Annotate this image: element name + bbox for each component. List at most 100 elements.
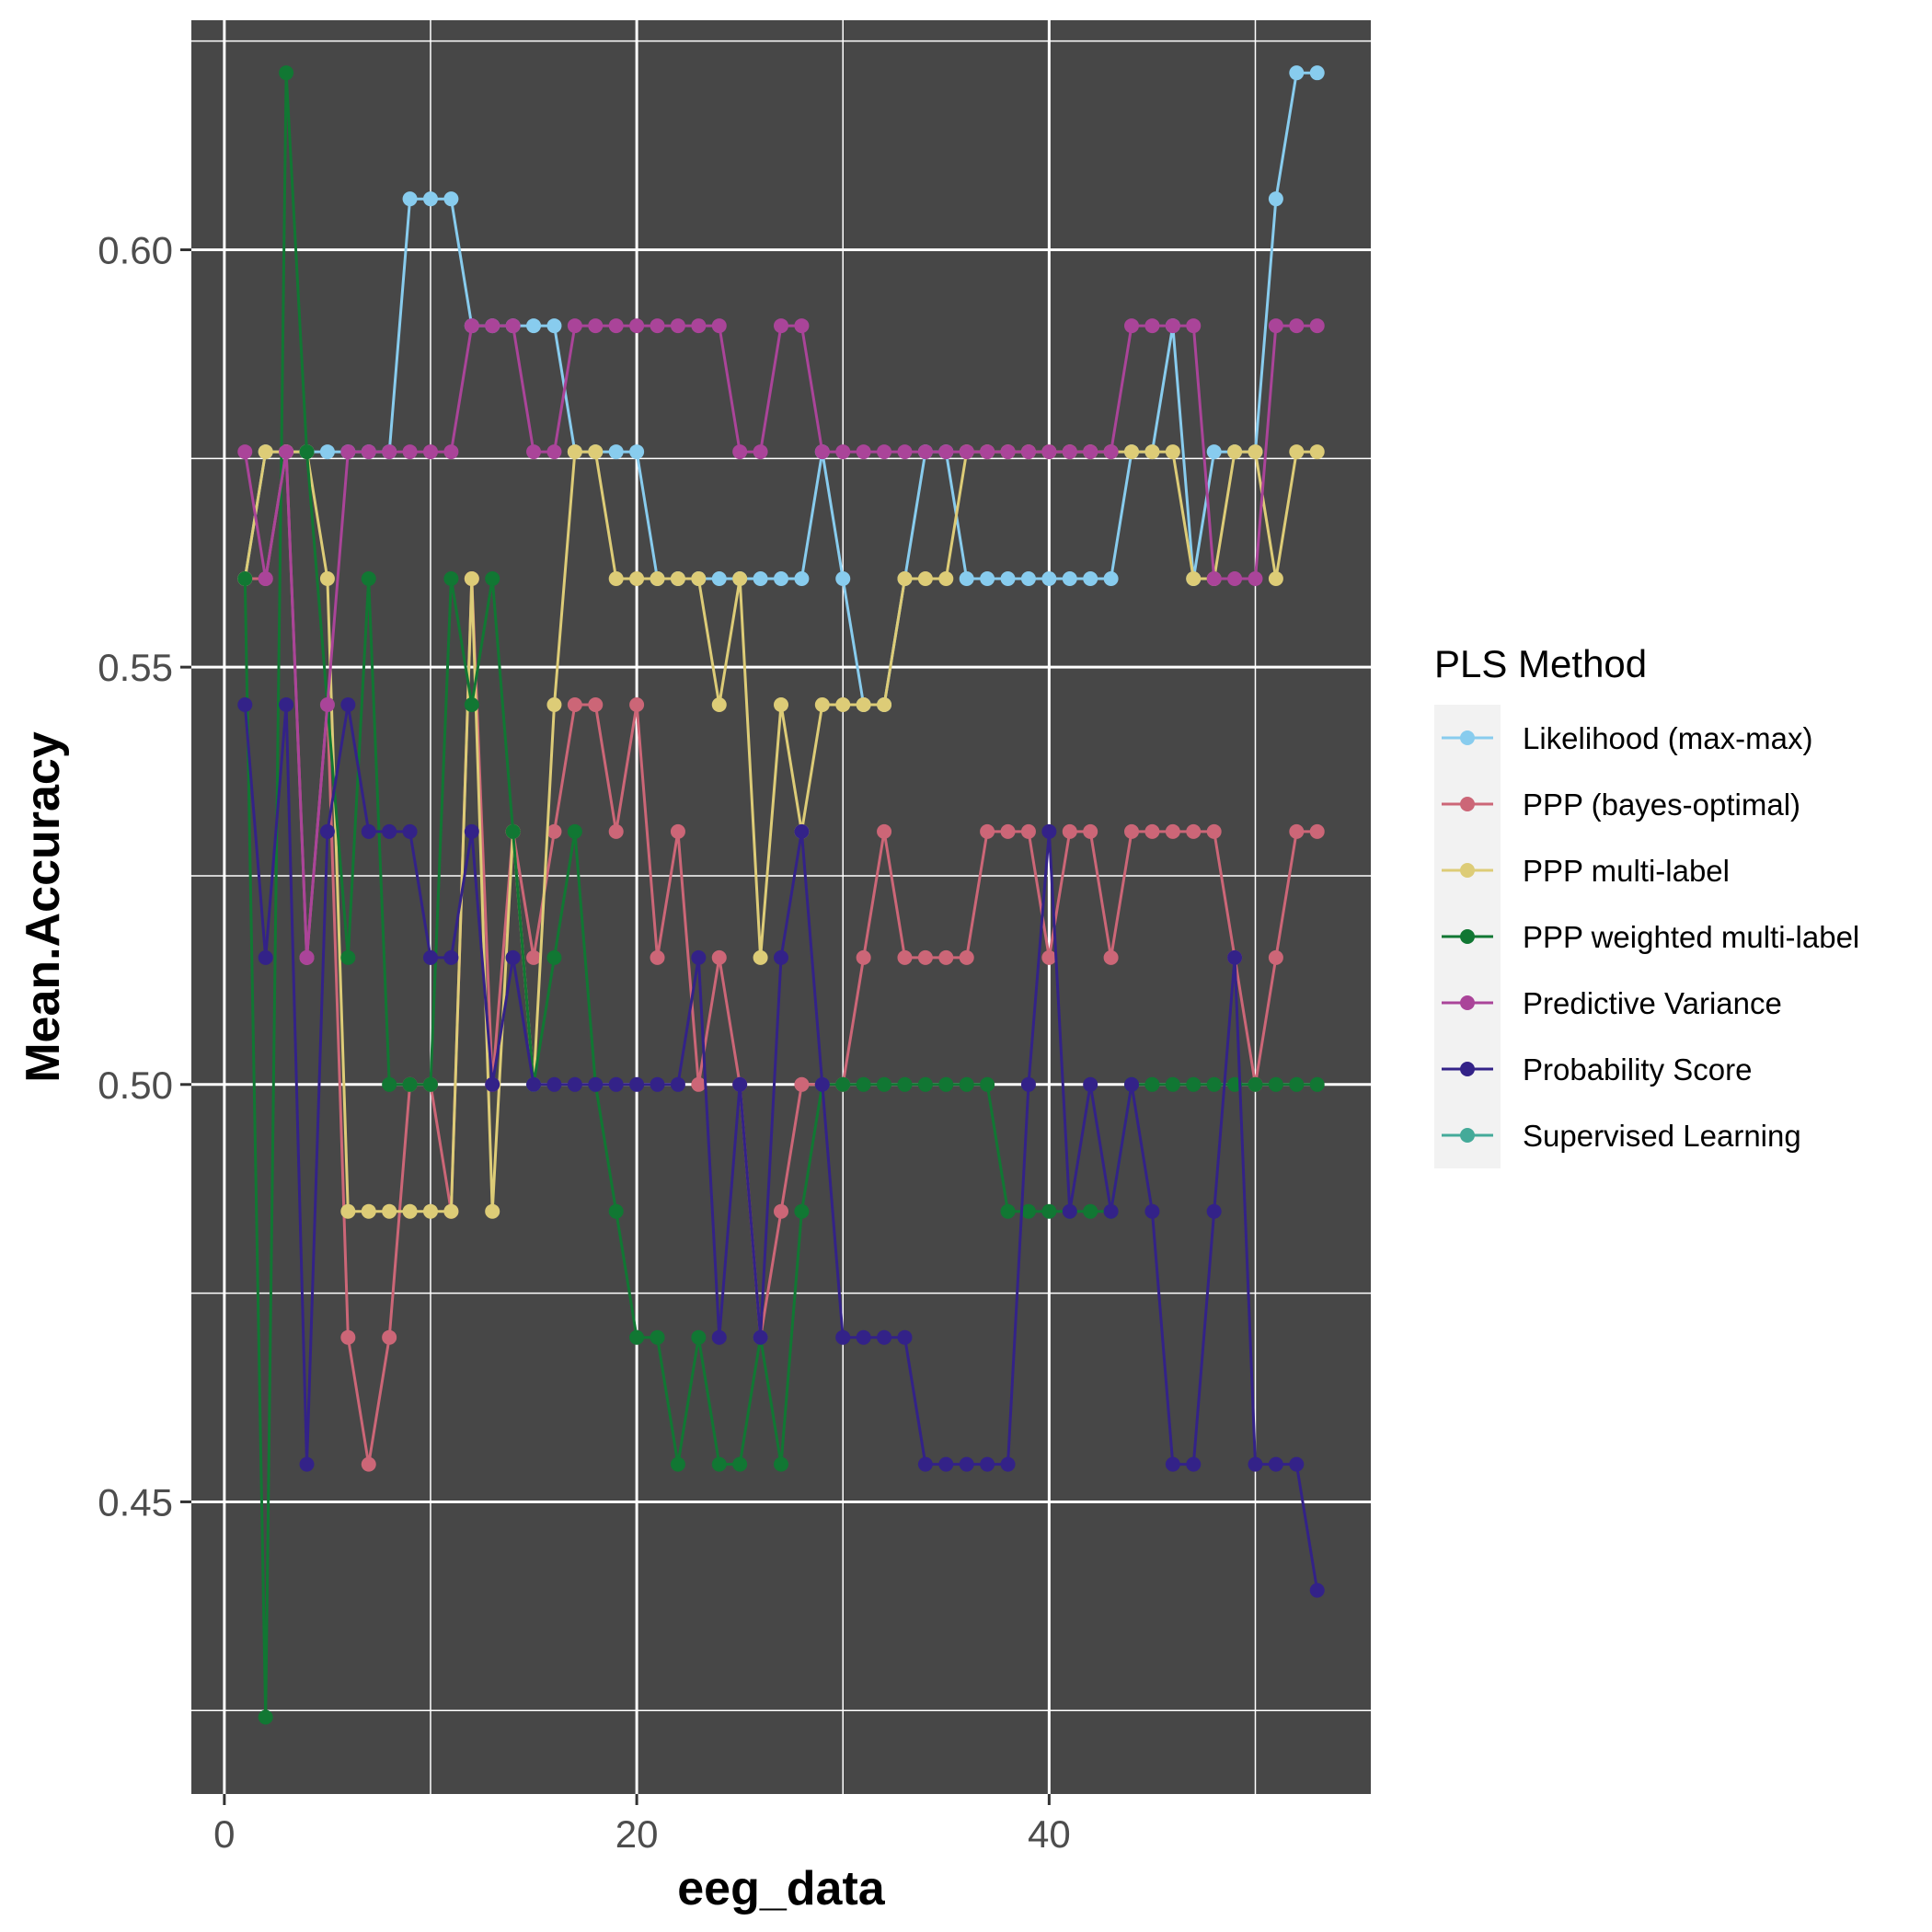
data-point [546,318,562,334]
legend-label: PPP multi-label [1523,854,1730,888]
data-point [1186,318,1202,334]
legend-items: Likelihood (max-max) PPP (bayes-optimal) P… [1442,721,1859,1153]
data-point [1000,570,1016,586]
data-point [505,949,521,965]
data-point [422,1076,438,1092]
data-point [1000,1203,1016,1219]
data-point [856,1329,871,1345]
data-point [526,444,542,460]
data-point [774,1203,788,1219]
data-point [1309,318,1325,334]
data-point [774,318,788,334]
data-point [382,1076,397,1092]
data-point [1206,1076,1222,1092]
data-point [835,696,851,712]
data-point [1041,949,1057,965]
data-point [1083,1076,1098,1092]
y-axis-title: Mean.Accuracy [17,731,70,1083]
data-point [938,1076,954,1092]
data-point [319,570,335,586]
data-point [237,444,253,460]
data-point [1144,318,1160,334]
data-point [1062,1203,1077,1219]
data-point [1020,1203,1036,1219]
data-point [1144,1076,1160,1092]
data-point [1248,570,1263,586]
x-tick-label: 20 [615,1812,659,1856]
axes-layer: 0 20 40 0.45 0.50 0.55 0.60 [98,229,1070,1856]
data-point [1268,1076,1283,1092]
data-point [1000,444,1016,460]
data-point [814,1076,830,1092]
data-point [485,570,500,586]
data-point [732,444,748,460]
data-point [299,444,315,460]
data-point [1062,570,1077,586]
data-point [588,444,604,460]
data-point [1309,1582,1325,1598]
data-point [753,570,768,586]
data-point [917,444,933,460]
data-point [1227,444,1243,460]
data-point [1248,1076,1263,1092]
data-point [443,949,459,965]
data-point [711,1456,727,1472]
legend: PLS Method Likelihood (max-max) PPP (baye… [1434,642,1859,1168]
data-point [877,444,892,460]
data-point [505,318,521,334]
series-probability-score [237,696,1325,1598]
data-point [650,1329,665,1345]
legend-key-point [1460,863,1475,878]
data-point [443,444,459,460]
data-point [980,570,995,586]
data-point [959,949,974,965]
data-point [980,444,995,460]
data-point [1165,1076,1180,1092]
data-point [1020,570,1036,586]
data-point [959,444,974,460]
data-point [1041,444,1057,460]
y-tick-label: 0.45 [98,1480,173,1524]
data-point [1268,191,1283,207]
data-point [340,696,356,712]
data-point [546,949,562,965]
data-point [422,1203,438,1219]
data-point [485,1203,500,1219]
data-point [258,570,273,586]
data-point [917,1076,933,1092]
data-point [794,1203,810,1219]
data-point [485,1076,500,1092]
legend-key-point [1460,730,1475,745]
data-point [814,444,830,460]
data-point [1186,1076,1202,1092]
data-point [711,570,727,586]
data-point [361,823,376,839]
data-point [382,1203,397,1219]
data-point [938,570,954,586]
data-point [835,444,851,460]
data-point [897,1329,913,1345]
data-point [608,444,624,460]
legend-label: Predictive Variance [1523,986,1782,1020]
data-point [1268,570,1283,586]
data-point [835,1076,851,1092]
legend-key-point [1460,929,1475,944]
data-point [443,1203,459,1219]
data-point [1309,823,1325,839]
data-point [1103,570,1119,586]
data-point [1041,570,1057,586]
data-point [1083,444,1098,460]
data-point [258,1709,273,1725]
data-point [567,696,582,712]
data-point [629,570,645,586]
data-point [670,318,685,334]
data-point [897,949,913,965]
legend-label: PPP (bayes-optimal) [1523,788,1800,822]
legend-key-point [1460,995,1475,1010]
data-point [856,1076,871,1092]
data-point [237,570,253,586]
data-point [732,1076,748,1092]
data-point [959,570,974,586]
data-point [1268,1456,1283,1472]
data-point [402,1203,418,1219]
